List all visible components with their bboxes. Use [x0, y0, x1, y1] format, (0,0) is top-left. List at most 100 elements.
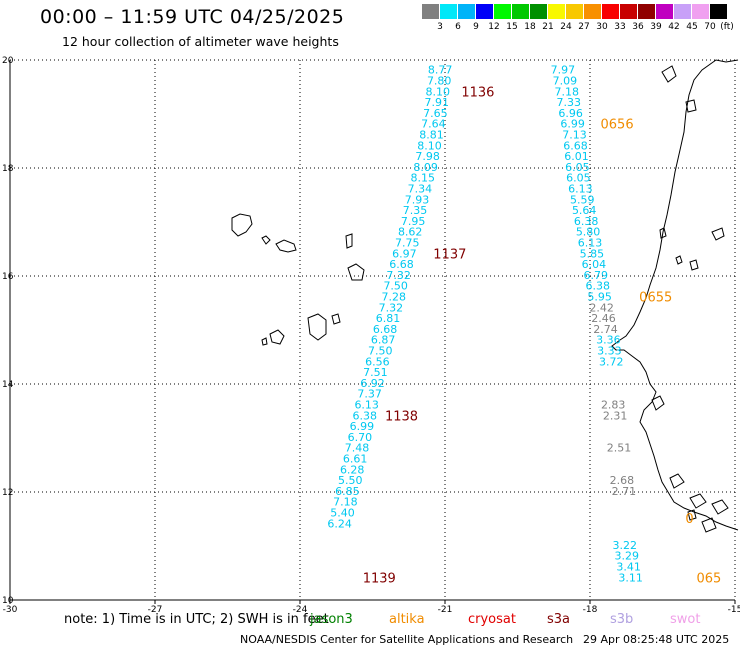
color-swatch [602, 4, 620, 19]
wave-height-value: 6.13 [568, 183, 593, 196]
wave-height-value: 6.68 [373, 323, 398, 336]
color-legend-label: 6 [455, 22, 461, 32]
color-swatch [674, 4, 692, 19]
wave-height-value: 6.13 [578, 237, 603, 250]
color-legend-label: 36 [632, 22, 644, 32]
satellite-legend-altika: altika [389, 612, 425, 627]
color-swatch [530, 4, 548, 19]
color-legend-label: 45 [686, 22, 698, 32]
island-north [659, 65, 725, 271]
wave-height-value: 6.04 [582, 258, 607, 271]
color-swatch [620, 4, 638, 19]
wave-height-value: 5.80 [576, 226, 601, 239]
pass-time-label: 065 [696, 571, 721, 586]
wave-height-value: 7.13 [562, 129, 587, 142]
color-swatch [458, 4, 476, 19]
satellite-legend-cryosat: cryosat [468, 612, 516, 627]
wave-height-value: 3.41 [616, 561, 641, 574]
wave-height-value: 2.83 [601, 399, 626, 412]
wave-height-value: 6.05 [565, 161, 590, 174]
color-legend-label: 18 [524, 22, 536, 32]
wave-height-value: 7.64 [421, 118, 446, 131]
color-legend-label: 39 [650, 22, 662, 32]
x-tick-label: -24 [293, 605, 308, 615]
wave-height-value: 7.37 [357, 388, 382, 401]
satellite-legend-s3b: s3b [610, 612, 634, 627]
color-legend-unit: (ft) [720, 22, 734, 32]
wave-height-value: 6.61 [343, 453, 368, 466]
wave-height-value: 8.15 [411, 172, 436, 185]
pass-time-label: 1138 [385, 409, 418, 424]
wave-height-value: 6.97 [392, 247, 417, 260]
color-legend-label: 27 [578, 22, 590, 32]
wave-height-value: 3.22 [613, 539, 638, 552]
coastline-africa [611, 59, 739, 531]
wave-height-value: 3.33 [597, 345, 622, 358]
wave-height-value: 6.38 [574, 215, 599, 228]
wave-height-value: 7.51 [363, 366, 388, 379]
color-swatch [422, 4, 440, 19]
cape-verde-7 [331, 313, 341, 325]
wave-height-value: 6.05 [566, 172, 591, 185]
color-swatch [692, 4, 710, 19]
x-tick-label: -21 [438, 605, 453, 615]
wave-height-value: 8.77 [428, 64, 453, 77]
wave-height-value: 8.09 [413, 161, 438, 174]
cape-verde-8 [261, 337, 268, 346]
wave-height-value: 7.50 [368, 345, 393, 358]
y-tick-label: 10 [2, 596, 14, 606]
footer-timestamp: 29 Apr 08:25:48 UTC 2025 [583, 633, 730, 646]
y-tick-label: 14 [2, 380, 14, 390]
wave-height-value: 6.38 [585, 280, 610, 293]
wave-height-value: 6.92 [360, 377, 385, 390]
wave-height-value: 6.38 [353, 409, 378, 422]
chart-title: 00:00 – 11:59 UTC 04/25/2025 [40, 6, 345, 28]
wave-height-value: 6.96 [558, 107, 583, 120]
wave-height-value: 7.32 [386, 269, 411, 282]
color-swatch [584, 4, 602, 19]
coastline-bissau [651, 395, 729, 533]
color-legend-label: 3 [437, 22, 443, 32]
footer-credit: NOAA/NESDIS Center for Satellite Applica… [240, 633, 574, 646]
wave-height-value: 5.95 [587, 291, 612, 304]
wave-height-value: 2.68 [610, 474, 635, 487]
wave-height-value: 3.11 [618, 571, 643, 584]
wave-height-value: 8.81 [419, 129, 444, 142]
wave-height-value: 7.80 [427, 75, 452, 88]
y-tick-label: 16 [2, 272, 14, 282]
wave-height-value: 3.72 [599, 355, 624, 368]
satellite-legend-s3a: s3a [547, 612, 571, 627]
wave-height-value: 6.56 [365, 355, 390, 368]
wave-height-value: 6.99 [560, 118, 585, 131]
wave-height-value: 6.81 [376, 312, 401, 325]
wave-height-value: 7.32 [379, 301, 404, 314]
wave-height-value: 7.28 [382, 291, 407, 304]
wave-height-value: 2.42 [589, 301, 614, 314]
wave-height-value: 7.95 [401, 215, 426, 228]
cape-verde-6 [307, 313, 327, 341]
wave-height-value: 7.97 [551, 64, 576, 77]
wave-height-value: 3.29 [614, 550, 639, 563]
wave-height-value: 2.74 [593, 323, 618, 336]
wave-height-value: 7.50 [383, 280, 408, 293]
color-legend-label: 42 [668, 22, 680, 32]
pass-time-label: 0655 [639, 291, 672, 306]
wave-height-value: 7.98 [415, 150, 440, 163]
cape-verde-9 [261, 235, 271, 245]
color-legend-label: 9 [473, 22, 479, 32]
wave-height-value: 7.75 [395, 237, 420, 250]
pass-time-label: 1136 [461, 85, 494, 100]
wave-height-value: 7.48 [345, 442, 370, 455]
wave-height-value: 6.68 [389, 258, 414, 271]
wave-height-value: 7.18 [555, 85, 580, 98]
satellite-legend-swot: swot [670, 612, 701, 627]
wave-height-value: 6.28 [340, 463, 365, 476]
wave-height-value: 2.51 [607, 442, 632, 455]
wave-height-value: 6.24 [327, 517, 352, 530]
wave-height-value: 6.01 [564, 150, 589, 163]
cape-verde-3 [345, 233, 353, 249]
pass-time-label: 0656 [601, 118, 634, 133]
wave-height-value: 8.10 [426, 85, 451, 98]
coastline [231, 59, 739, 533]
